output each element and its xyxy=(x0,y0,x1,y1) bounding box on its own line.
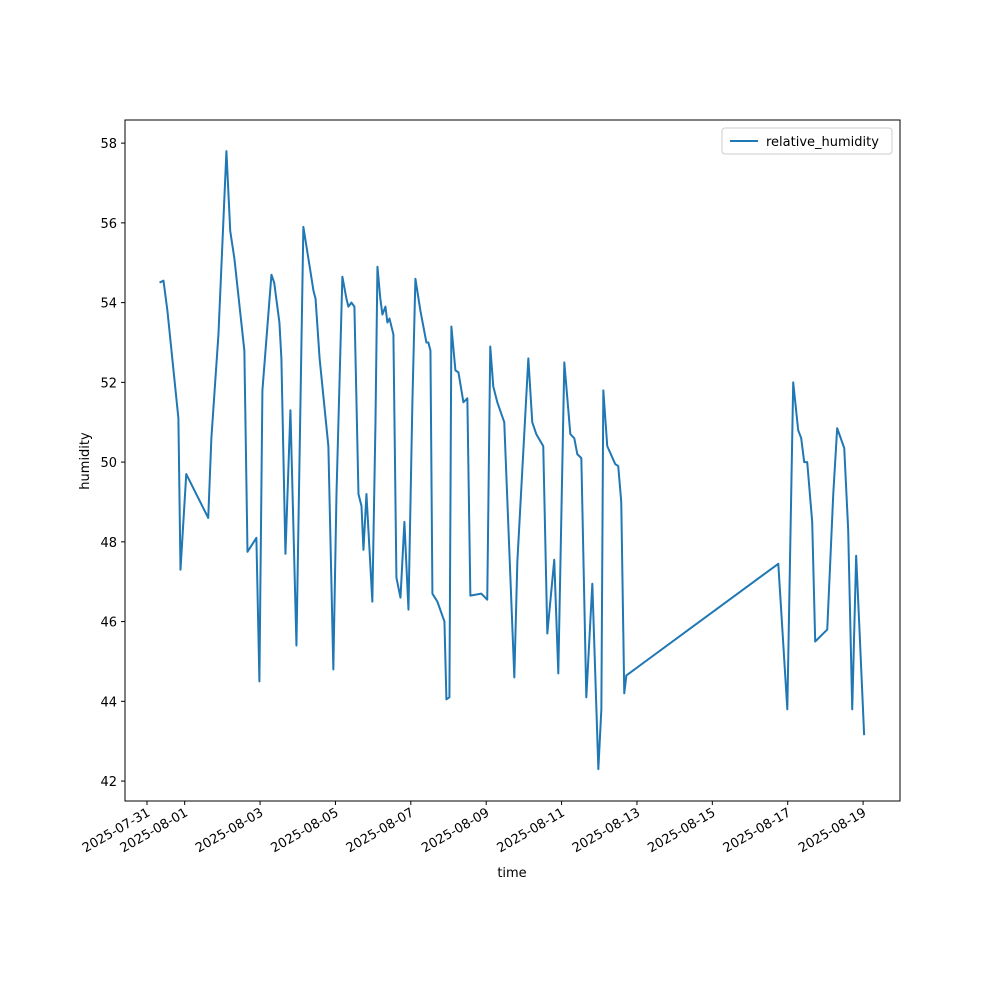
y-tick-label: 56 xyxy=(100,217,117,232)
x-tick-label: 2025-08-15 xyxy=(645,805,718,856)
data-line xyxy=(159,150,866,771)
x-tick-label: 2025-08-05 xyxy=(268,805,341,856)
x-tick-label: 2025-08-13 xyxy=(570,805,643,856)
x-tick-label: 2025-08-09 xyxy=(419,805,492,856)
y-tick-label: 52 xyxy=(100,376,117,391)
y-tick-label: 42 xyxy=(100,775,117,790)
y-tick-label: 58 xyxy=(100,137,117,152)
y-tick-label: 48 xyxy=(100,536,117,551)
y-axis-label: humidity xyxy=(78,432,93,490)
y-tick-label: 54 xyxy=(100,297,117,312)
x-tick-label: 2025-08-17 xyxy=(721,805,794,856)
y-tick-label: 50 xyxy=(100,456,117,471)
legend-label: relative_humidity xyxy=(766,135,879,150)
y-tick-label: 44 xyxy=(100,695,117,710)
x-tick-label: 2025-08-19 xyxy=(796,805,869,856)
legend-box xyxy=(721,127,893,155)
x-axis-label: time xyxy=(497,866,526,881)
y-tick-label: 46 xyxy=(100,616,117,631)
plot-frame xyxy=(124,119,901,802)
x-tick-label: 2025-08-07 xyxy=(344,805,417,856)
x-tick-label: 2025-08-03 xyxy=(193,805,266,856)
x-tick-label: 2025-08-11 xyxy=(495,805,568,856)
